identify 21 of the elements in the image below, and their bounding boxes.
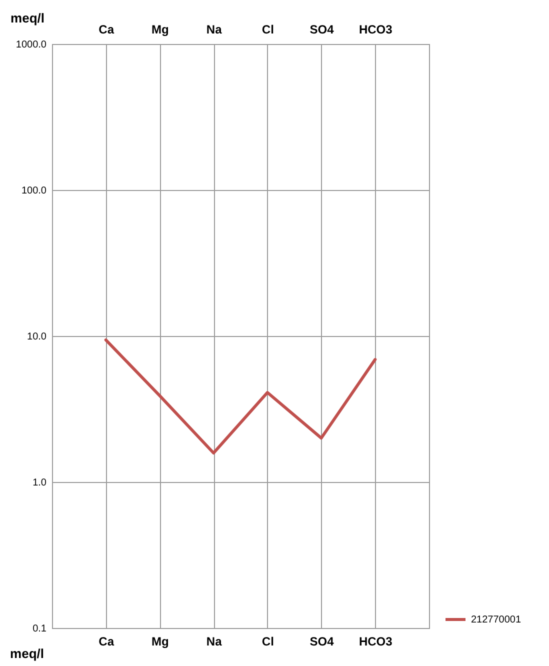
y-tick-label: 1000.0 — [16, 40, 47, 50]
category-label: Cl — [262, 22, 274, 36]
y-tick-label: 100.0 — [21, 186, 47, 196]
y-tick-label: 1.0 — [32, 478, 47, 488]
category-label: Na — [206, 22, 222, 36]
y-tick-label: 10.0 — [27, 332, 47, 342]
x-tick-label: SO4 — [310, 634, 334, 648]
category-label: SO4 — [310, 22, 334, 36]
legend-label: 212770001 — [471, 614, 522, 626]
x-tick-label: HCO3 — [358, 634, 393, 648]
line-series — [104, 338, 377, 454]
text: meq/l — [10, 10, 44, 26]
x-tick-label: Cl — [262, 634, 274, 648]
x-tick-label: Na — [206, 634, 222, 648]
category-label: HCO3 — [358, 22, 392, 36]
x-tick-label: Ca — [98, 634, 114, 648]
y-tick-label: 0.1 — [32, 624, 47, 634]
category-label: Ca — [98, 22, 114, 36]
y-axis-title: meq/l — [10, 646, 44, 661]
category-label: Mg — [152, 22, 169, 36]
x-tick-label: Mg — [152, 634, 169, 648]
